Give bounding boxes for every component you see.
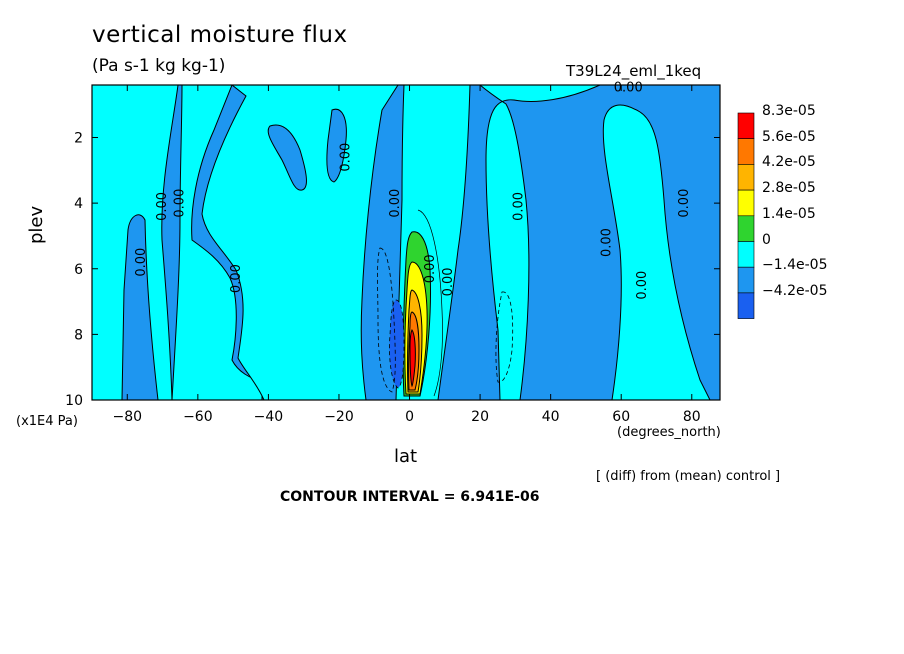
- colorbar-swatch: [737, 266, 755, 294]
- cyan-region-west-mid: [171, 85, 263, 400]
- run-id: T39L24_eml_1keq: [566, 62, 702, 80]
- red-core: [409, 329, 416, 388]
- plot-frame: [91, 84, 721, 401]
- y-tick-label: 10: [65, 393, 83, 409]
- x-axis-unit: (degrees_north): [617, 425, 721, 440]
- colorbar-swatch: [737, 164, 755, 191]
- x-axis: −80 −60 −40 −20 0 20 40 60 80: [113, 85, 701, 425]
- x-tick-label: 0: [405, 409, 414, 425]
- contour-label: 0.00: [635, 271, 650, 300]
- chart-title: vertical moisture flux: [92, 22, 348, 48]
- colorbar-label: 2.8e-05: [762, 180, 816, 197]
- colorbar-label: 8.3e-05: [762, 103, 816, 119]
- colorbar-label: 1.4e-05: [762, 205, 816, 222]
- colorbar-label: −4.2e-05: [762, 282, 828, 299]
- x-tick-label: 40: [542, 409, 560, 425]
- contour-label: 0.00: [614, 81, 643, 96]
- y-tick-label: 8: [74, 327, 83, 343]
- y-tick-label: 4: [74, 196, 83, 212]
- colorbar-swatch: [737, 189, 755, 217]
- contour-label: 0.00: [229, 264, 244, 293]
- y-axis-label: plev: [26, 205, 47, 244]
- contour-label: 0.00: [423, 254, 438, 283]
- colorbar-swatch: [737, 215, 755, 242]
- contour-labels: 0.000.000.000.00 0.000.000.00 0.000.000.00…: [134, 81, 692, 300]
- colorbar-swatch: [737, 292, 755, 319]
- y-axis: 2 4 6 8 10: [65, 131, 720, 409]
- colorbar: [737, 112, 755, 319]
- contour-label: 0.00: [677, 189, 692, 218]
- contour-label: 0.00: [173, 189, 188, 218]
- colorbar-swatch: [737, 241, 755, 268]
- x-tick-label: 60: [612, 409, 630, 425]
- contour-label: 0.00: [441, 267, 456, 296]
- thin-contour-core: [417, 209, 443, 397]
- x-axis-label: lat: [394, 446, 418, 467]
- dark-blue-core: [389, 299, 405, 389]
- x-tick-label: 20: [471, 409, 489, 425]
- colorbar-swatch: [737, 138, 755, 165]
- blue-pocket-upper: [267, 124, 307, 191]
- blue-pocket-mid: [326, 108, 347, 183]
- colorbar-label: 5.6e-05: [762, 128, 816, 145]
- y-tick-label: 6: [74, 262, 83, 278]
- contour-label: 0.00: [134, 248, 149, 277]
- y-tick-label: 2: [74, 131, 83, 147]
- contour-fill: [92, 85, 720, 400]
- x-tick-label: −60: [183, 409, 213, 425]
- x-tick-label: 80: [683, 409, 701, 425]
- contour-interval: CONTOUR INTERVAL = 6.941E-06: [280, 489, 540, 505]
- colorbar-label: 4.2e-05: [762, 154, 816, 171]
- colorbar-swatch: [737, 112, 755, 140]
- colorbar-label: −1.4e-05: [762, 257, 828, 274]
- colorbar-label: 0: [762, 231, 771, 248]
- y-axis-unit: (x1E4 Pa): [16, 414, 78, 429]
- contour-label: 0.00: [339, 143, 354, 172]
- dashed-contour-east: [495, 291, 514, 383]
- dashed-contour-west: [377, 247, 396, 393]
- contour-label: 0.00: [511, 192, 526, 221]
- diff-note: [ (diff) from (mean) control ]: [596, 469, 781, 484]
- x-tick-label: −80: [113, 409, 143, 425]
- cyan-region-west: [92, 85, 179, 400]
- chart-units: (Pa s-1 kg kg-1): [92, 56, 226, 76]
- contour-label: 0.00: [155, 192, 170, 221]
- x-tick-label: −20: [324, 409, 354, 425]
- contour-label: 0.00: [388, 189, 403, 218]
- cyan-region-centre-left: [201, 85, 399, 400]
- x-tick-label: −40: [254, 409, 284, 425]
- cyan-region-east: [479, 85, 720, 400]
- contour-label: 0.00: [600, 228, 615, 257]
